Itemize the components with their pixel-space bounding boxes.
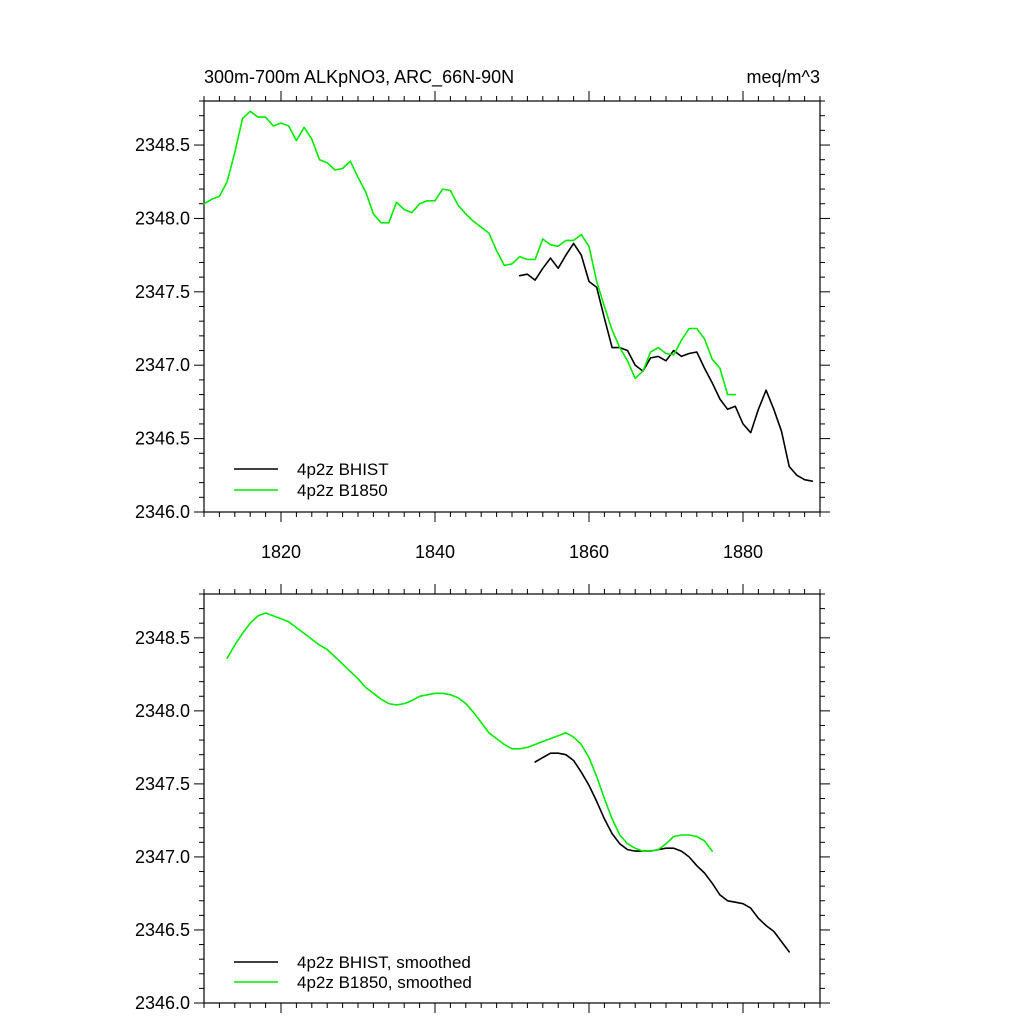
- top-panel: 300m-700m ALKpNO3, ARC_66N-90N meq/m^3 1…: [135, 67, 830, 562]
- legend-label-bhist-smoothed: 4p2z BHIST, smoothed: [297, 953, 471, 972]
- y-tick-label: 2347.0: [135, 355, 190, 375]
- legend-label-b1850: 4p2z B1850: [297, 481, 388, 500]
- y-tick-label: 2347.0: [135, 847, 190, 867]
- series-line-bhist: [534, 752, 791, 953]
- series-line-b1850: [203, 110, 737, 396]
- axes-frame: 2346.0 2346.5 2347.0 2347.5 2348.0 2348.5: [135, 584, 830, 1013]
- legend: 4p2z BHIST 4p2z B1850: [234, 460, 389, 500]
- series-layer: [226, 612, 791, 953]
- bottom-panel: 2346.0 2346.5 2347.0 2347.5 2348.0 2348.5 4p2…: [135, 584, 830, 1013]
- series-line-bhist: [518, 242, 814, 483]
- series-layer: [203, 110, 814, 483]
- chart-title: 300m-700m ALKpNO3, ARC_66N-90N: [204, 67, 514, 88]
- y-tick-label: 2346.0: [135, 993, 190, 1013]
- y-tick-label: 2346.0: [135, 502, 190, 522]
- legend-label-b1850-smoothed: 4p2z B1850, smoothed: [297, 973, 472, 992]
- y-tick-label: 2348.5: [135, 135, 190, 155]
- y-tick-label: 2347.5: [135, 282, 190, 302]
- legend: 4p2z BHIST, smoothed 4p2z B1850, smoothe…: [234, 953, 472, 992]
- axes-frame: 1820 1840 1860 1880 2346.0 2346.5 2347.0 2347.5…: [135, 91, 830, 562]
- series-line-b1850: [226, 612, 714, 852]
- legend-label-bhist: 4p2z BHIST: [297, 460, 389, 479]
- y-tick-label: 2348.5: [135, 628, 190, 648]
- y-tick-label: 2346.5: [135, 920, 190, 940]
- units-label: meq/m^3: [747, 67, 820, 87]
- x-tick-label: 1820: [261, 542, 301, 562]
- y-tick-label: 2348.0: [135, 701, 190, 721]
- y-tick-label: 2347.5: [135, 774, 190, 794]
- y-tick-label: 2348.0: [135, 208, 190, 228]
- x-tick-label: 1860: [569, 542, 609, 562]
- x-tick-label: 1840: [415, 542, 455, 562]
- x-tick-label: 1880: [723, 542, 763, 562]
- y-tick-label: 2346.5: [135, 429, 190, 449]
